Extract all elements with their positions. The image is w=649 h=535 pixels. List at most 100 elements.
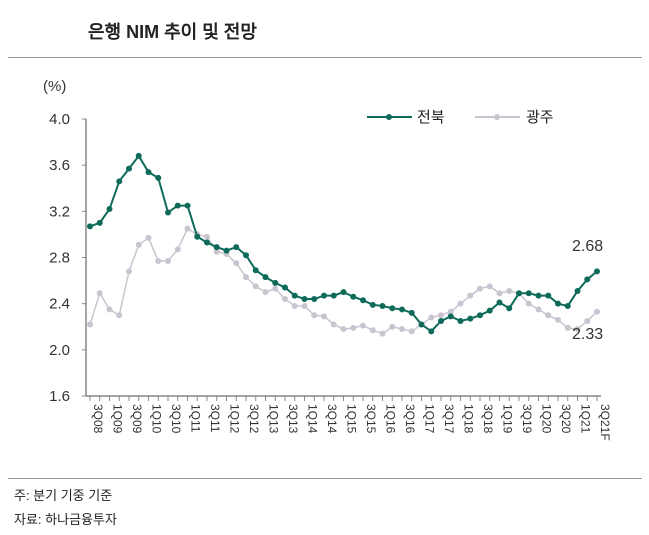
data-point-jeonbuk: [350, 293, 357, 300]
data-point-jeonbuk: [525, 290, 532, 297]
data-point-jeonbuk: [389, 305, 396, 312]
x-tick-label: 1Q09: [111, 404, 125, 434]
data-point-gwangju: [399, 326, 405, 333]
y-axis-unit: (%): [43, 78, 66, 95]
x-tick-label: 3Q17: [442, 404, 456, 434]
data-point-gwangju: [301, 302, 308, 309]
data-point-jeonbuk: [116, 178, 123, 185]
legend-label-gwangju: 광주: [526, 109, 554, 126]
data-point-gwangju: [447, 308, 454, 315]
data-point-jeonbuk: [584, 276, 591, 283]
data-point-gwangju: [340, 326, 347, 333]
x-tick-label: 1Q13: [267, 404, 281, 434]
data-point-gwangju: [311, 312, 318, 319]
data-point-jeonbuk: [301, 296, 308, 303]
data-point-jeonbuk: [145, 169, 152, 176]
x-tick-label: 3Q20: [559, 404, 573, 434]
data-point-gwangju: [135, 241, 142, 248]
data-point-jeonbuk: [438, 317, 444, 324]
x-tick-label: 3Q08: [91, 404, 105, 434]
data-point-jeonbuk: [516, 290, 522, 297]
x-tick-label: 1Q15: [345, 404, 359, 434]
data-point-jeonbuk: [447, 313, 454, 320]
data-point-gwangju: [555, 316, 561, 323]
data-point-jeonbuk: [96, 219, 103, 226]
data-point-jeonbuk: [496, 299, 503, 306]
data-point-gwangju: [379, 330, 386, 337]
data-point-gwangju: [321, 313, 327, 320]
data-point-jeonbuk: [477, 312, 483, 319]
annotation-gwangju-last: 2.33: [572, 326, 603, 343]
y-tick-label: 2.8: [49, 250, 70, 267]
x-tick-label: 1Q17: [423, 404, 437, 434]
x-tick-label: 3Q14: [325, 404, 339, 434]
data-point-jeonbuk: [213, 244, 220, 251]
data-point-jeonbuk: [594, 268, 600, 275]
data-point-gwangju: [457, 300, 464, 307]
x-tick-label: 3Q09: [130, 404, 144, 434]
data-point-jeonbuk: [457, 317, 464, 324]
data-point-gwangju: [428, 314, 435, 321]
data-point-jeonbuk: [194, 233, 201, 240]
data-point-jeonbuk: [486, 307, 493, 314]
data-point-jeonbuk: [291, 292, 298, 299]
data-point-jeonbuk: [399, 306, 405, 313]
data-point-jeonbuk: [555, 300, 561, 307]
data-point-gwangju: [477, 285, 483, 292]
data-point-gwangju: [525, 300, 532, 307]
x-tick-label: 1Q10: [150, 404, 164, 434]
data-point-gwangju: [96, 290, 103, 297]
data-point-jeonbuk: [379, 302, 386, 309]
legend-marker-gwangju: [494, 114, 500, 120]
x-tick-label: 1Q16: [384, 404, 398, 434]
legend: 전북 광주: [367, 109, 554, 126]
data-point-gwangju: [243, 274, 249, 281]
data-point-gwangju: [360, 322, 366, 329]
data-point-jeonbuk: [321, 292, 327, 299]
data-point-jeonbuk: [126, 165, 132, 172]
x-tick-label: 1Q20: [540, 404, 554, 434]
data-point-jeonbuk: [233, 244, 240, 251]
data-point-jeonbuk: [408, 309, 415, 316]
x-tick-label: 3Q10: [169, 404, 183, 434]
data-point-gwangju: [389, 323, 396, 330]
x-tick-label: 3Q11: [208, 404, 222, 433]
x-tick-label: 1Q14: [306, 404, 320, 434]
note-basis: 주: 분기 기중 기준: [14, 488, 113, 503]
y-tick-label: 2.4: [49, 296, 70, 313]
x-tick-label: 1Q18: [462, 404, 476, 434]
data-point-gwangju: [252, 283, 259, 290]
data-point-jeonbuk: [506, 305, 513, 312]
data-point-jeonbuk: [282, 284, 288, 291]
data-point-jeonbuk: [223, 247, 230, 254]
bottom-divider: [8, 478, 642, 479]
data-point-gwangju: [155, 257, 162, 264]
top-divider: [8, 57, 642, 58]
y-tick-label: 2.0: [49, 342, 70, 359]
x-tick-label: 1Q19: [501, 404, 515, 434]
data-point-jeonbuk: [535, 292, 542, 299]
annotation-jeonbuk-last: 2.68: [572, 238, 603, 255]
data-point-jeonbuk: [252, 267, 259, 274]
data-point-gwangju: [584, 317, 591, 324]
y-tick-label: 4.0: [49, 111, 70, 128]
x-tick-label: 1Q11: [189, 404, 203, 433]
data-point-jeonbuk: [262, 274, 269, 281]
data-point-gwangju: [165, 257, 171, 264]
data-point-gwangju: [87, 321, 93, 328]
data-point-gwangju: [184, 225, 191, 232]
data-point-gwangju: [467, 292, 474, 299]
data-point-gwangju: [291, 302, 298, 309]
data-point-jeonbuk: [418, 321, 425, 328]
data-point-jeonbuk: [174, 202, 181, 209]
data-point-gwangju: [330, 321, 337, 328]
data-point-jeonbuk: [243, 252, 249, 259]
data-point-gwangju: [545, 312, 552, 319]
data-point-jeonbuk: [330, 292, 337, 299]
series-line-jeonbuk: [89, 154, 598, 333]
data-point-gwangju: [438, 312, 444, 319]
data-point-gwangju: [496, 290, 503, 297]
x-tick-label: 3Q21F: [598, 404, 612, 441]
x-tick-label: 3Q15: [364, 404, 378, 434]
data-point-jeonbuk: [574, 287, 581, 294]
